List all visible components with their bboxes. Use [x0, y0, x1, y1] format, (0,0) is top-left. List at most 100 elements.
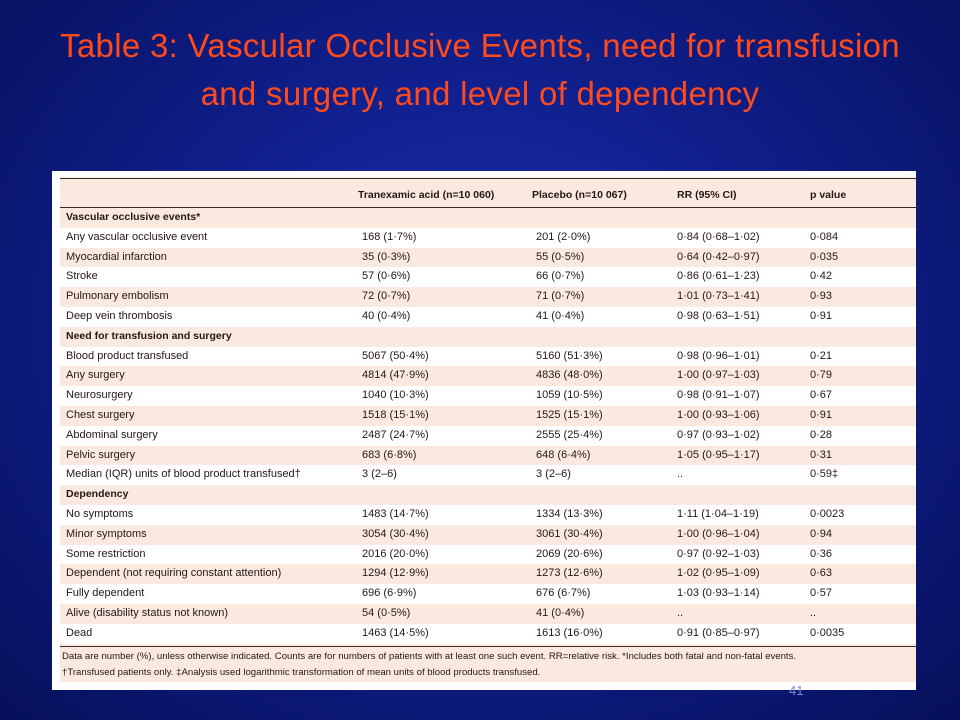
section-heading: Need for transfusion and surgery	[66, 329, 232, 342]
placebo-value: 5160 (51·3%)	[536, 349, 603, 362]
section-heading-row: Need for transfusion and surgery	[60, 327, 916, 347]
placebo-value: 676 (6·7%)	[536, 587, 591, 600]
rr-value: 0·98 (0·63–1·51)	[677, 310, 760, 322]
section-heading: Dependency	[66, 488, 129, 501]
table-row: Any vascular occlusive event 168 (1·7%) 20…	[60, 227, 916, 248]
table-row: No symptoms 1483 (14·7%) 1334 (13·3%) 1·11 …	[60, 505, 916, 525]
slide-title: Table 3: Vascular Occlusive Events, need…	[60, 27, 900, 112]
tranexamic-value: 5067 (50·4%)	[362, 349, 429, 362]
p-value: 0·084	[810, 230, 839, 243]
table-row: Fully dependent 696 (6·9%) 676 (6·7%) 1·03 …	[60, 584, 916, 604]
table-row: Median (IQR) units of blood product tran…	[60, 465, 916, 486]
row-label: Dead	[66, 626, 93, 639]
column-header-tranexamic: Tranexamic acid (n=10 060)	[358, 189, 495, 201]
p-value: ..	[810, 607, 817, 619]
tranexamic-value: 1518 (15·1%)	[362, 409, 429, 421]
table-row: Pelvic surgery 683 (6·8%) 648 (6·4%) 1·05 (…	[60, 445, 916, 466]
tranexamic-value: 40 (0·4%)	[362, 310, 411, 322]
rr-value: 1·00 (0·97–1·03)	[677, 369, 760, 382]
column-header-p-value: p value	[810, 189, 847, 201]
table-header-rule	[60, 207, 916, 208]
placebo-value: 4836 (48·0%)	[536, 369, 603, 382]
row-label: Minor symptoms	[66, 527, 147, 540]
placebo-value: 1334 (13·3%)	[536, 508, 603, 520]
table-row: Deep vein thrombosis 40 (0·4%) 41 (0·4%) 0·…	[60, 307, 916, 327]
placebo-value: 71 (0·7%)	[536, 290, 585, 303]
rr-value: 0·84 (0·68–1·02)	[677, 230, 760, 243]
rr-value: ..	[677, 468, 684, 481]
rr-value: 1·01 (0·73–1·41)	[677, 290, 760, 303]
p-value: 0·31	[810, 448, 833, 461]
rr-value: 1·11 (1·04–1·19)	[677, 508, 759, 520]
tranexamic-value: 3 (2–6)	[362, 468, 397, 481]
row-label: Any vascular occlusive event	[66, 230, 208, 243]
row-label: Chest surgery	[66, 409, 135, 421]
section-heading-row: Vascular occlusive events*	[60, 208, 916, 228]
table-row: Myocardial infarction 35 (0·3%) 55 (0·5%) 0…	[60, 247, 916, 268]
p-value: 0·63	[810, 567, 833, 580]
table-footnote: Data are number (%), unless otherwise in…	[62, 650, 797, 662]
rr-value: 0·97 (0·92–1·03)	[677, 547, 760, 560]
table-row: Minor symptoms 3054 (30·4%) 3061 (30·4%) 1·…	[60, 524, 916, 545]
tranexamic-value: 54 (0·5%)	[362, 607, 411, 619]
results-table: Tranexamic acid (n=10 060) Placebo (n=10…	[52, 171, 916, 690]
table-row: Blood product transfused 5067 (50·4%) 5160…	[60, 346, 916, 367]
row-label: Pelvic surgery	[66, 448, 136, 461]
tranexamic-value: 35 (0·3%)	[362, 250, 411, 263]
tranexamic-value: 1483 (14·7%)	[362, 508, 429, 520]
section-heading: Vascular occlusive events*	[66, 211, 201, 223]
table-row: Stroke 57 (0·6%) 66 (0·7%) 0·86 (0·61–1·23)…	[60, 267, 916, 288]
placebo-value: 66 (0·7%)	[536, 270, 585, 283]
row-label: No symptoms	[66, 508, 134, 520]
column-header-rr: RR (95% CI)	[677, 189, 737, 201]
table-footnote: †Transfused patients only. ‡Analysis use…	[62, 666, 541, 678]
row-label: Abdominal surgery	[66, 428, 158, 441]
tranexamic-value: 2016 (20·0%)	[362, 547, 429, 560]
rr-value: 1·05 (0·95–1·17)	[677, 448, 760, 461]
tranexamic-value: 57 (0·6%)	[362, 270, 411, 283]
row-label: Dependent (not requiring constant attent…	[66, 567, 282, 580]
placebo-value: 201 (2·0%)	[536, 230, 591, 243]
tranexamic-value: 3054 (30·4%)	[362, 527, 429, 540]
placebo-value: 2555 (25·4%)	[536, 428, 603, 441]
tranexamic-value: 4814 (47·9%)	[362, 369, 429, 382]
table-row: Some restriction 2016 (20·0%) 2069 (20·6%)…	[60, 544, 916, 565]
rr-value: ..	[677, 607, 684, 619]
p-value: 0·035	[810, 250, 839, 263]
row-label: Any surgery	[66, 369, 125, 382]
row-label: Myocardial infarction	[66, 250, 167, 263]
tranexamic-value: 168 (1·7%)	[362, 230, 417, 243]
rr-value: 1·02 (0·95–1·09)	[677, 567, 760, 580]
table-row: Alive (disability status not known) 54 (0…	[60, 604, 916, 624]
table-bottom-rule	[60, 645, 916, 647]
row-label: Alive (disability status not known)	[66, 607, 229, 619]
row-label: Fully dependent	[66, 587, 145, 600]
p-value: 0·59‡	[810, 468, 839, 481]
table-row: Neurosurgery 1040 (10·3%) 1059 (10·5%) 0·98…	[60, 386, 916, 406]
row-label: Pulmonary embolism	[66, 290, 169, 303]
row-label: Neurosurgery	[66, 389, 133, 402]
table-row: Pulmonary embolism 72 (0·7%) 71 (0·7%) 1·01…	[60, 287, 916, 307]
rr-value: 0·91 (0·85–0·97)	[677, 626, 760, 639]
p-value: 0·21	[810, 349, 833, 362]
table-row: Dead 1463 (14·5%) 1613 (16·0%) 0·91 (0·85–0…	[60, 623, 916, 644]
table-row: Any surgery 4814 (47·9%) 4836 (48·0%) 1·00 …	[60, 366, 916, 387]
column-header-placebo: Placebo (n=10 067)	[532, 189, 627, 201]
tranexamic-value: 2487 (24·7%)	[362, 428, 429, 441]
rr-value: 0·98 (0·91–1·07)	[677, 389, 760, 402]
rr-value: 1·00 (0·96–1·04)	[677, 527, 760, 540]
row-label: Deep vein thrombosis	[66, 310, 173, 322]
placebo-value: 41 (0·4%)	[536, 607, 585, 619]
p-value: 0·0035	[810, 626, 845, 639]
table-row: Dependent (not requiring constant attent…	[60, 564, 916, 585]
placebo-value: 648 (6·4%)	[536, 448, 591, 461]
tranexamic-value: 683 (6·8%)	[362, 448, 417, 461]
rr-value: 1·00 (0·93–1·06)	[677, 409, 760, 421]
p-value: 0·79	[810, 369, 833, 382]
rr-value: 1·03 (0·93–1·14)	[677, 587, 760, 600]
p-value: 0·93	[810, 290, 833, 303]
row-label: Some restriction	[66, 547, 146, 560]
placebo-value: 1525 (15·1%)	[536, 409, 603, 421]
placebo-value: 1613 (16·0%)	[536, 626, 603, 639]
table-row: Abdominal surgery 2487 (24·7%) 2555 (25·4%…	[60, 425, 916, 446]
